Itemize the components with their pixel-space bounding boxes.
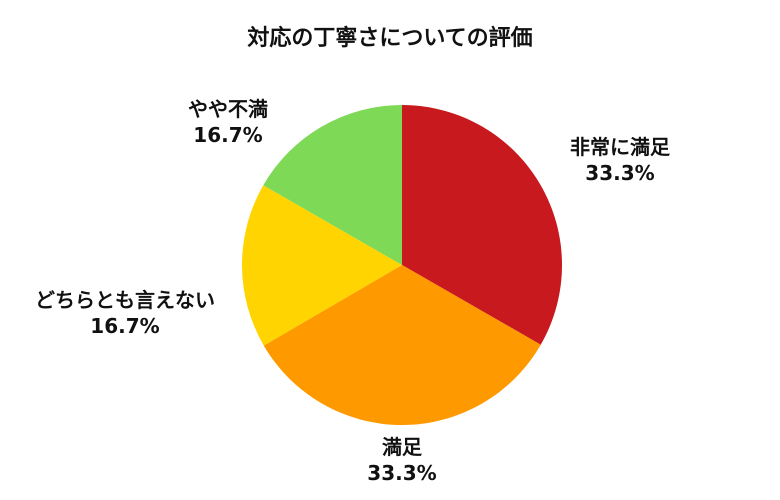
- slice-value-label: 16.7%: [90, 314, 160, 338]
- slice-label-1: 満足 33.3%: [367, 434, 436, 486]
- pie-slice-0: [402, 105, 563, 345]
- slice-category-label: 非常に満足: [570, 135, 670, 159]
- slice-category-label: どちらとも言えない: [35, 288, 215, 312]
- slice-label-0: 非常に満足 33.3%: [570, 134, 670, 186]
- slice-value-label: 33.3%: [367, 461, 437, 485]
- slice-category-label: 満足: [381, 435, 422, 459]
- slice-label-2: どちらとも言えない 16.7%: [35, 287, 215, 339]
- pie-slice-2: [242, 185, 402, 346]
- chart-title: 対応の丁寧さについての評価: [247, 26, 533, 51]
- slice-value-label: 16.7%: [193, 123, 263, 147]
- slice-category-label: やや不満: [188, 97, 268, 121]
- slice-value-label: 33.3%: [585, 161, 655, 185]
- slice-label-3: やや不満 16.7%: [188, 96, 268, 148]
- pie-slice-3: [263, 105, 402, 265]
- pie-slice-1: [263, 265, 541, 425]
